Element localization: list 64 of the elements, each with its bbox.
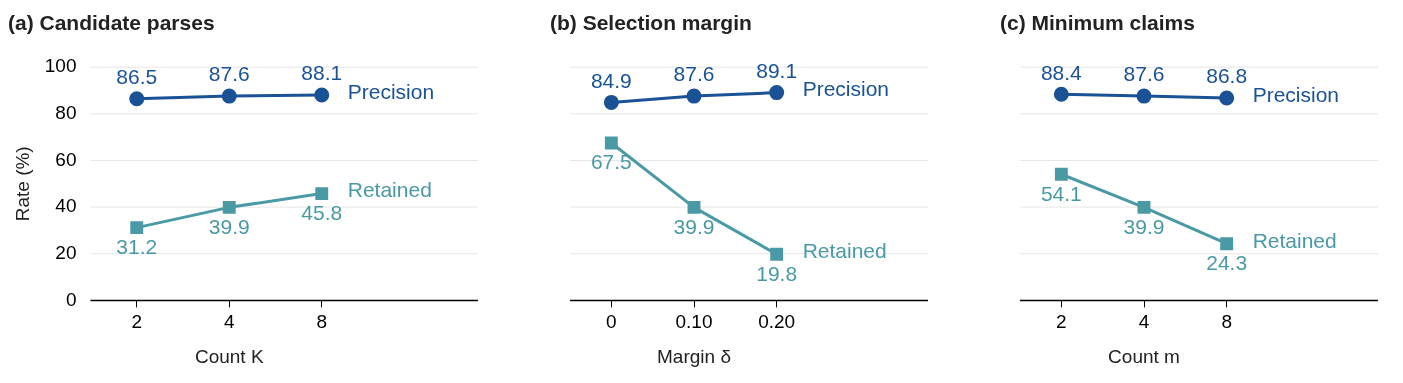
y-tick-label: 20 (55, 241, 77, 263)
data-label: 86.8 (1206, 64, 1248, 88)
x-axis-title: Count K (194, 345, 264, 367)
data-label: 31.2 (116, 234, 158, 258)
y-tick-label: 80 (55, 102, 77, 124)
point (1220, 237, 1234, 251)
x-axis-title: Margin δ (657, 345, 731, 367)
y-tick-label: 100 (44, 55, 77, 77)
x-tick-label: 4 (1138, 311, 1150, 333)
point (1137, 200, 1151, 214)
chart-title: (a) Candidate parses (8, 11, 215, 35)
point (1053, 86, 1069, 102)
point (686, 88, 702, 104)
data-label: 87.6 (1123, 62, 1165, 86)
y-tick-label: 60 (55, 148, 77, 170)
point (1136, 88, 1152, 104)
series-label: Retained (347, 178, 432, 202)
point (770, 247, 784, 261)
data-label: 39.9 (208, 214, 250, 238)
series-label: Precision (1252, 82, 1340, 106)
point (603, 94, 619, 110)
data-label: 87.6 (208, 62, 250, 86)
series-label: Precision (802, 77, 890, 101)
x-tick-label: 0.10 (675, 311, 713, 333)
x-tick-label: 0 (606, 311, 617, 333)
point (769, 85, 785, 101)
data-label: 19.8 (756, 261, 798, 285)
point (687, 200, 701, 214)
data-label: 89.1 (756, 58, 798, 82)
x-tick-label: 8 (1221, 311, 1232, 333)
point (129, 91, 145, 107)
point (222, 200, 236, 214)
data-label: 88.4 (1040, 60, 1083, 84)
x-tick-label: 8 (316, 311, 328, 333)
y-axis-title: Rate (%) (11, 146, 33, 222)
point (1054, 167, 1068, 181)
point (221, 88, 237, 104)
series-label: Retained (802, 239, 887, 263)
y-tick-label: 40 (55, 195, 77, 217)
data-label: 88.1 (301, 61, 343, 85)
x-axis-title: Count m (1108, 345, 1180, 367)
point (1219, 90, 1235, 106)
x-tick-label: 2 (131, 311, 143, 333)
x-tick-label: 4 (223, 311, 235, 333)
data-label: 39.9 (673, 214, 715, 238)
x-tick-label: 2 (1056, 311, 1067, 333)
data-label: 84.9 (590, 68, 632, 92)
data-label: 67.5 (590, 150, 632, 174)
data-label: 24.3 (1206, 251, 1248, 275)
chart-title: (b) Selection margin (550, 11, 752, 35)
y-tick-label: 0 (65, 288, 77, 310)
data-label: 39.9 (1123, 214, 1165, 238)
series-label: Precision (347, 79, 435, 103)
data-label: 45.8 (301, 200, 343, 224)
series-label: Retained (1252, 228, 1337, 252)
point (314, 87, 330, 103)
point (315, 187, 329, 201)
point (604, 136, 618, 150)
data-label: 87.6 (673, 62, 715, 86)
data-label: 86.5 (116, 64, 158, 88)
chart-title: (c) Minimum claims (1000, 11, 1195, 35)
point (130, 221, 144, 235)
data-label: 54.1 (1040, 181, 1082, 205)
x-tick-label: 0.20 (758, 311, 796, 333)
